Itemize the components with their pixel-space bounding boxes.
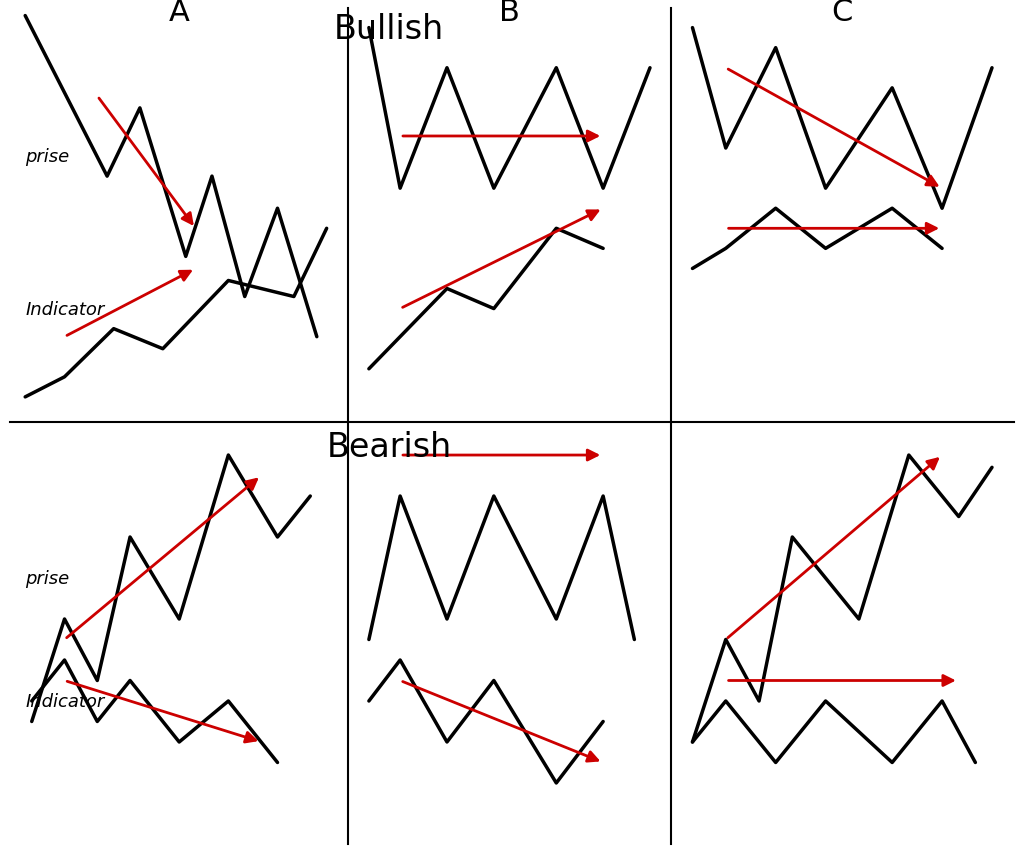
Text: Bullish: Bullish: [334, 13, 444, 46]
Text: prise: prise: [26, 569, 70, 588]
Text: Indicator: Indicator: [26, 300, 104, 318]
Text: prise: prise: [26, 148, 70, 165]
Text: A: A: [169, 0, 189, 26]
Text: B: B: [499, 0, 520, 26]
Text: Indicator: Indicator: [26, 692, 104, 711]
Text: C: C: [831, 0, 853, 26]
Text: Bearish: Bearish: [327, 431, 452, 464]
